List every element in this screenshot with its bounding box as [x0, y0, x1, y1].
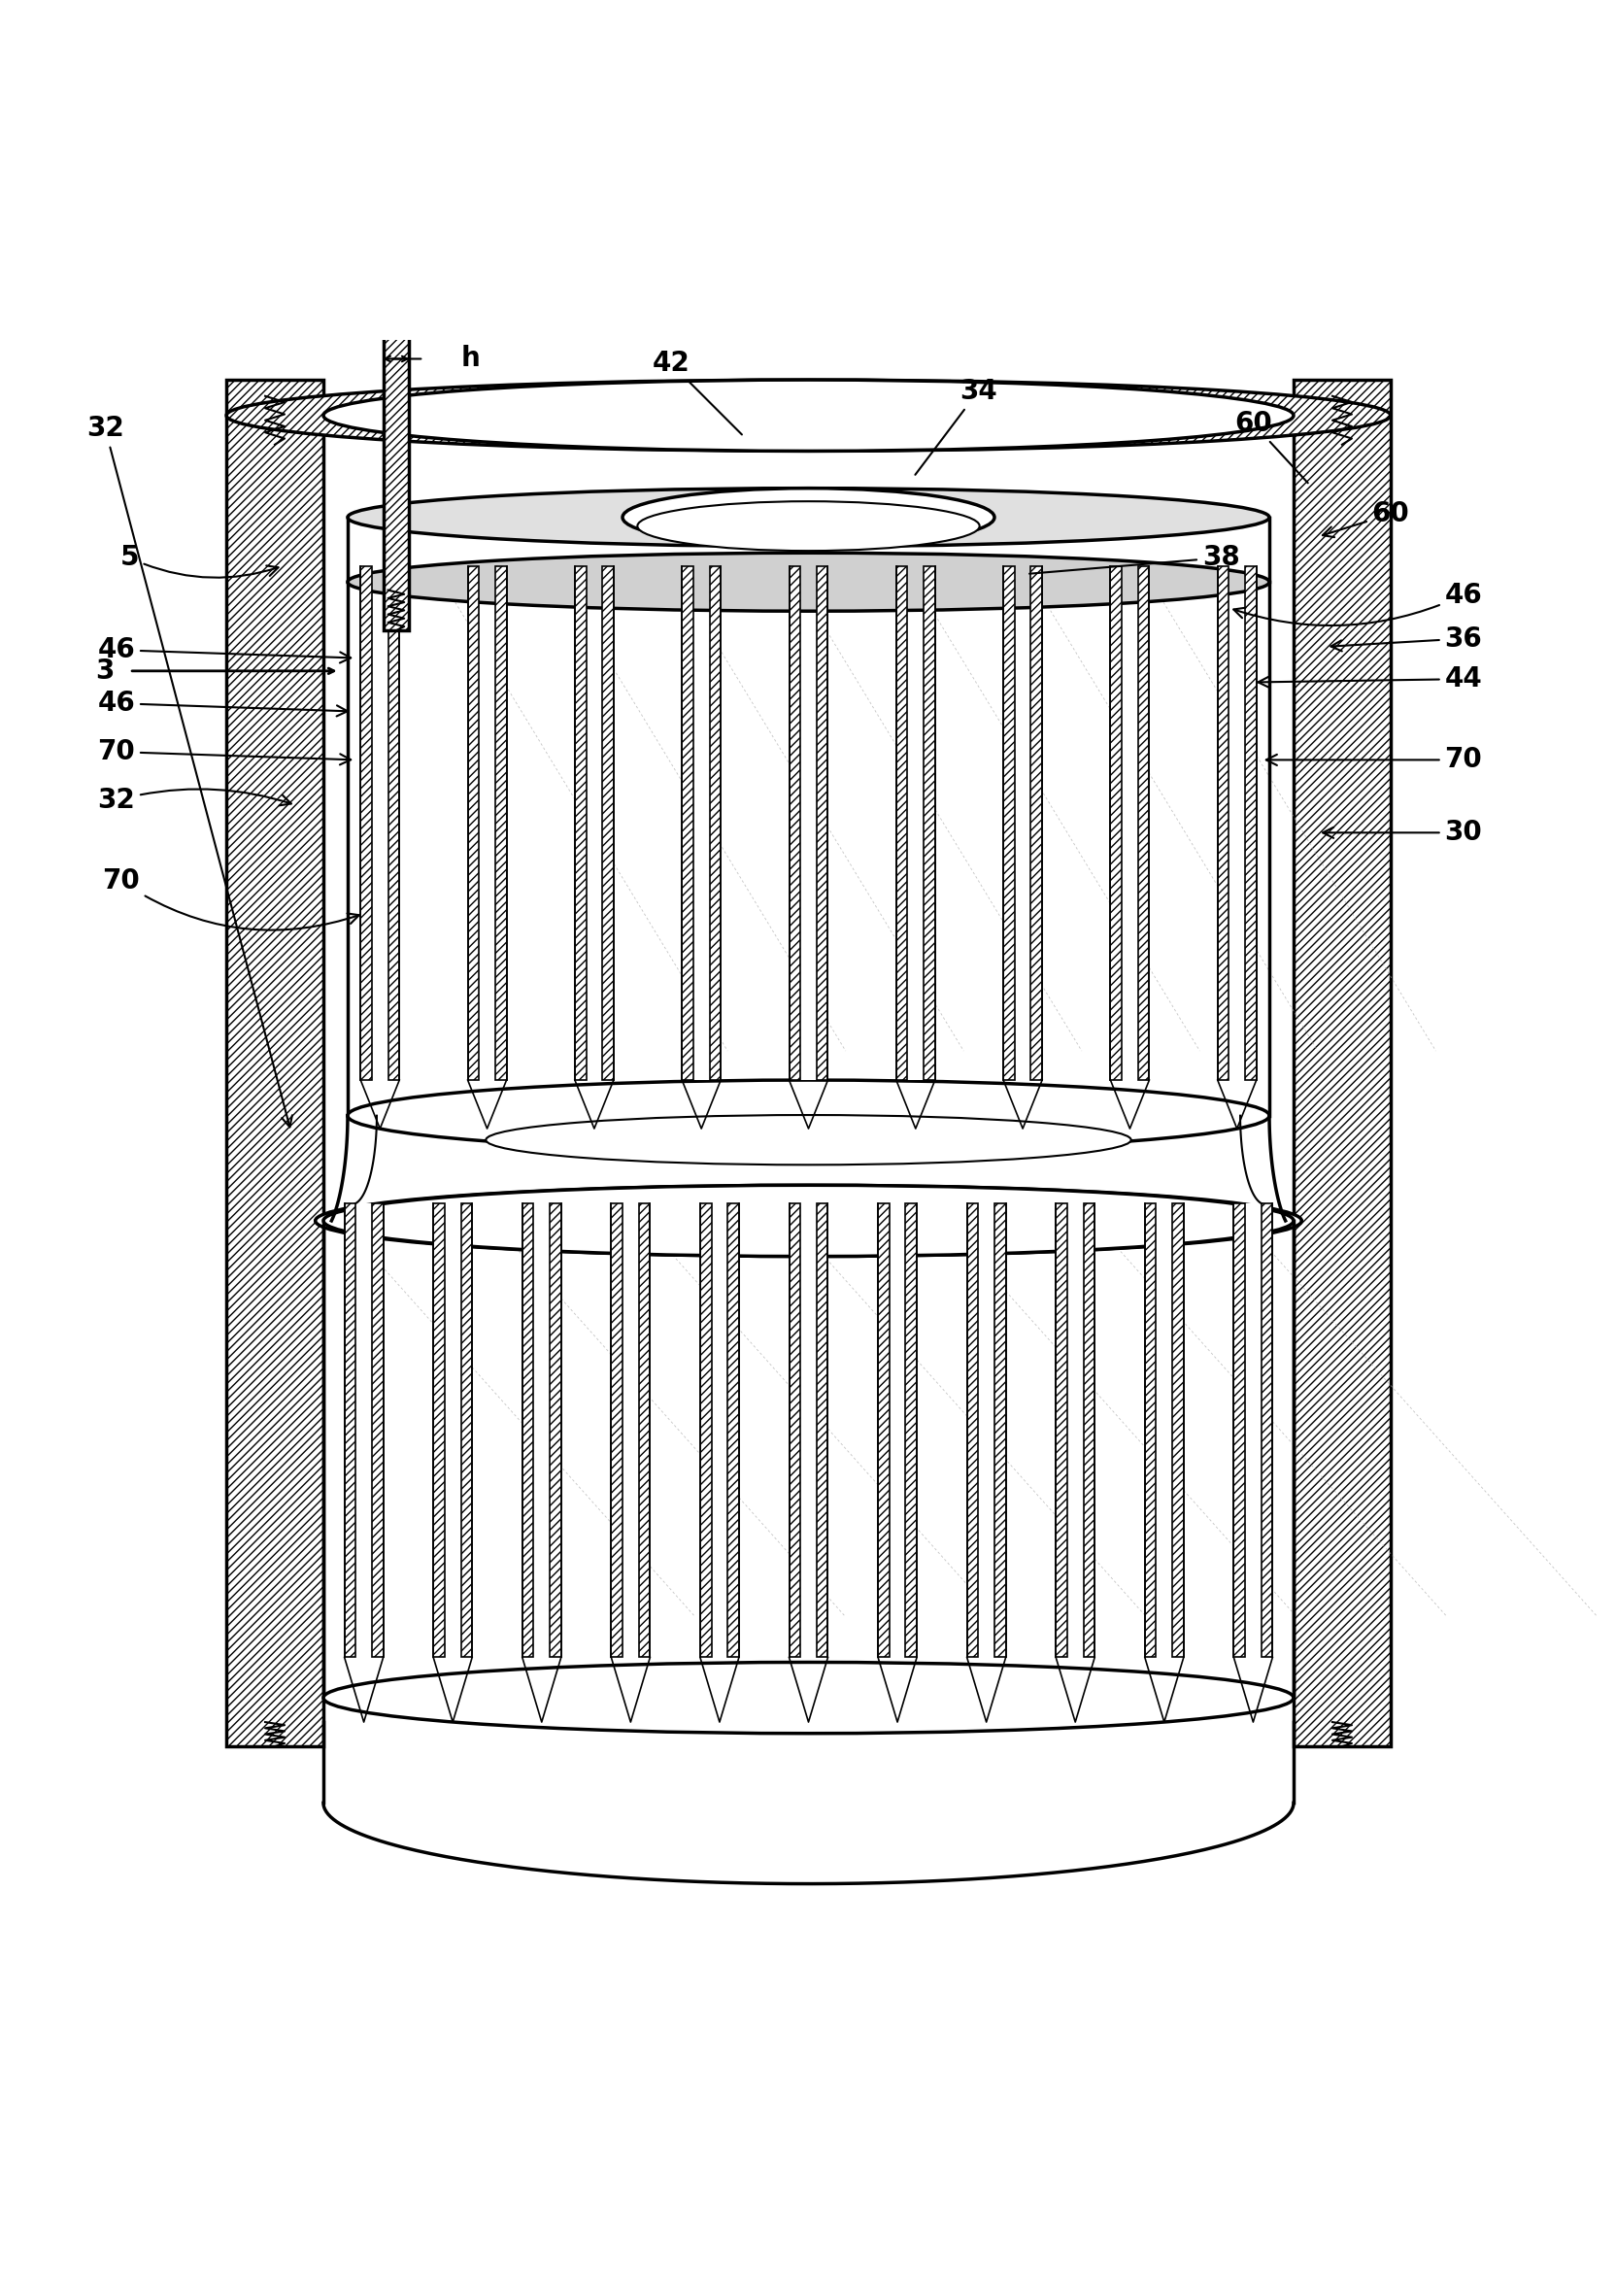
Bar: [1144, 1203, 1155, 1658]
Ellipse shape: [323, 379, 1293, 450]
Bar: [978, 1203, 994, 1658]
Bar: [1155, 1203, 1172, 1658]
Bar: [388, 565, 399, 1079]
Text: 70: 70: [102, 868, 359, 930]
Bar: [444, 1203, 461, 1658]
Bar: [1244, 1203, 1260, 1658]
Bar: [1138, 565, 1149, 1079]
Ellipse shape: [347, 1079, 1269, 1150]
Ellipse shape: [323, 1185, 1293, 1256]
Bar: [1293, 379, 1390, 1747]
Bar: [603, 565, 614, 1079]
Bar: [1244, 565, 1256, 1079]
Bar: [709, 565, 721, 1079]
Ellipse shape: [323, 1662, 1293, 1733]
Ellipse shape: [486, 1116, 1131, 1164]
Text: 46: 46: [97, 689, 347, 716]
Bar: [226, 379, 323, 1747]
Bar: [994, 1203, 1005, 1658]
Bar: [1260, 1203, 1272, 1658]
Text: 34: 34: [915, 377, 997, 475]
Text: 46: 46: [1233, 581, 1482, 625]
Bar: [587, 565, 603, 1079]
Bar: [1172, 1203, 1183, 1658]
Bar: [711, 1203, 727, 1658]
Bar: [1015, 565, 1031, 1079]
Text: 5: 5: [120, 544, 278, 579]
Bar: [1217, 565, 1228, 1079]
Bar: [622, 1203, 638, 1658]
Bar: [344, 1203, 356, 1658]
Ellipse shape: [315, 1185, 1301, 1256]
Bar: [1122, 565, 1138, 1079]
Text: 44: 44: [1257, 666, 1482, 693]
Bar: [383, 324, 409, 631]
Bar: [549, 1203, 561, 1658]
Ellipse shape: [347, 489, 1269, 546]
Bar: [923, 565, 934, 1079]
Text: 3: 3: [95, 657, 115, 684]
Bar: [533, 1203, 549, 1658]
Bar: [1067, 1203, 1083, 1658]
Bar: [494, 565, 506, 1079]
Text: 70: 70: [1265, 746, 1482, 774]
Bar: [693, 565, 709, 1079]
Bar: [611, 1203, 622, 1658]
Text: 70: 70: [97, 739, 351, 765]
Text: 30: 30: [1322, 820, 1482, 847]
Bar: [800, 565, 816, 1079]
Bar: [478, 565, 494, 1079]
Bar: [907, 565, 923, 1079]
Bar: [800, 1203, 816, 1658]
Bar: [789, 565, 800, 1079]
Bar: [638, 1203, 650, 1658]
Bar: [966, 1203, 978, 1658]
Bar: [905, 1203, 916, 1658]
Bar: [461, 1203, 472, 1658]
Bar: [575, 565, 587, 1079]
Bar: [816, 1203, 827, 1658]
Bar: [877, 1203, 889, 1658]
Bar: [889, 1203, 905, 1658]
Bar: [1110, 565, 1122, 1079]
Text: 36: 36: [1330, 625, 1482, 652]
Bar: [1031, 565, 1042, 1079]
Text: 42: 42: [651, 349, 742, 434]
Bar: [1083, 1203, 1094, 1658]
Ellipse shape: [226, 379, 1390, 450]
Ellipse shape: [347, 553, 1269, 611]
Text: 46: 46: [97, 636, 351, 664]
Bar: [727, 1203, 739, 1658]
Ellipse shape: [622, 489, 994, 546]
Bar: [816, 565, 827, 1079]
Bar: [1002, 565, 1015, 1079]
Bar: [1055, 1203, 1067, 1658]
Bar: [700, 1203, 711, 1658]
Text: 38: 38: [1029, 544, 1239, 574]
Bar: [360, 565, 372, 1079]
Bar: [682, 565, 693, 1079]
Text: 60: 60: [1233, 411, 1307, 482]
Ellipse shape: [637, 501, 979, 551]
Bar: [1228, 565, 1244, 1079]
Bar: [372, 1203, 383, 1658]
Text: 32: 32: [97, 788, 291, 813]
Bar: [356, 1203, 372, 1658]
Bar: [895, 565, 907, 1079]
Bar: [372, 565, 388, 1079]
Text: h: h: [461, 344, 480, 372]
Bar: [522, 1203, 533, 1658]
Bar: [467, 565, 478, 1079]
Bar: [789, 1203, 800, 1658]
Bar: [433, 1203, 444, 1658]
Text: 60: 60: [1322, 501, 1409, 537]
Text: 32: 32: [86, 416, 292, 1127]
Bar: [1233, 1203, 1244, 1658]
